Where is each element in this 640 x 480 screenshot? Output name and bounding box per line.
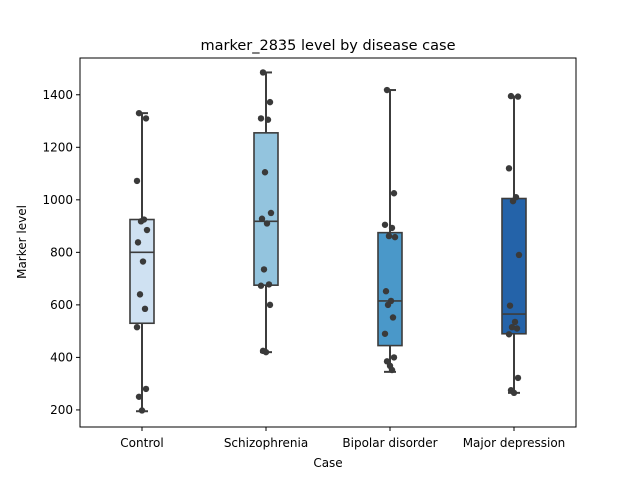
x-tick-label: Schizophrenia xyxy=(224,436,308,450)
points-group-2 xyxy=(257,69,275,356)
data-point xyxy=(513,325,521,332)
data-point xyxy=(510,389,518,397)
box-group-1 xyxy=(129,112,155,413)
x-axis-label: Case xyxy=(313,456,342,470)
y-tick-label: 1400 xyxy=(42,88,73,102)
data-point xyxy=(388,224,396,232)
data-point xyxy=(508,323,516,331)
data-point xyxy=(259,69,267,76)
data-point xyxy=(134,239,142,246)
data-point xyxy=(143,226,151,234)
y-tick-label: 1200 xyxy=(42,140,73,154)
points-group-4 xyxy=(505,92,523,397)
x-tick-label: Control xyxy=(120,436,163,450)
data-point xyxy=(142,385,150,393)
data-point xyxy=(138,407,146,414)
y-axis-label: Marker level xyxy=(15,205,29,279)
data-point xyxy=(506,302,514,309)
data-point xyxy=(390,190,398,197)
data-point xyxy=(266,301,274,309)
data-point xyxy=(384,301,392,309)
data-point xyxy=(381,221,389,228)
box-iqr xyxy=(129,218,155,325)
data-point xyxy=(391,233,399,241)
data-point xyxy=(514,374,522,382)
data-point xyxy=(133,323,141,331)
data-point xyxy=(267,209,275,217)
box-iqr xyxy=(253,132,279,286)
data-point xyxy=(388,366,396,374)
data-point xyxy=(514,93,522,100)
data-point xyxy=(266,98,274,106)
data-point xyxy=(135,393,143,400)
data-point xyxy=(385,232,393,240)
data-point xyxy=(141,305,149,313)
box-group-3 xyxy=(377,89,403,373)
y-tick-label: 800 xyxy=(50,245,73,259)
data-point xyxy=(135,109,143,117)
data-point xyxy=(136,291,144,298)
box-iqr xyxy=(501,197,527,335)
chart-title: marker_2835 level by disease case xyxy=(201,38,456,54)
data-point xyxy=(265,281,273,288)
data-point xyxy=(509,197,517,205)
data-point xyxy=(142,115,150,122)
data-point xyxy=(133,177,141,185)
data-point xyxy=(511,318,519,326)
points-group-3 xyxy=(381,86,399,374)
data-point xyxy=(515,251,523,259)
data-point xyxy=(257,115,265,122)
data-point xyxy=(383,86,391,94)
x-tick-label: Major depression xyxy=(463,436,566,450)
data-point xyxy=(264,116,272,123)
data-point xyxy=(382,288,390,295)
y-tick-label: 400 xyxy=(50,350,73,364)
data-point xyxy=(507,92,515,100)
data-point xyxy=(390,354,398,361)
data-point xyxy=(381,330,389,337)
data-point xyxy=(258,215,266,222)
y-tick-label: 200 xyxy=(50,403,73,417)
data-point xyxy=(263,220,271,227)
data-point xyxy=(139,258,147,265)
box-group-4 xyxy=(501,95,527,394)
data-point xyxy=(261,169,269,176)
data-point xyxy=(257,282,265,289)
chart-axes: 200 400 600 800 1000 1200 1400 Control Schizophr… xyxy=(42,88,565,450)
data-point xyxy=(505,331,513,338)
plot-frame xyxy=(79,57,577,428)
data-point xyxy=(505,165,513,172)
points-group-1 xyxy=(133,109,151,414)
data-point xyxy=(260,266,268,273)
data-point xyxy=(137,218,145,225)
y-tick-label: 1000 xyxy=(42,193,73,207)
data-point xyxy=(389,314,397,321)
data-point xyxy=(262,348,270,356)
box-iqr xyxy=(377,231,403,347)
x-tick-label: Bipolar disorder xyxy=(342,436,437,450)
y-tick-label: 600 xyxy=(50,298,73,312)
chart-marks xyxy=(129,69,527,414)
